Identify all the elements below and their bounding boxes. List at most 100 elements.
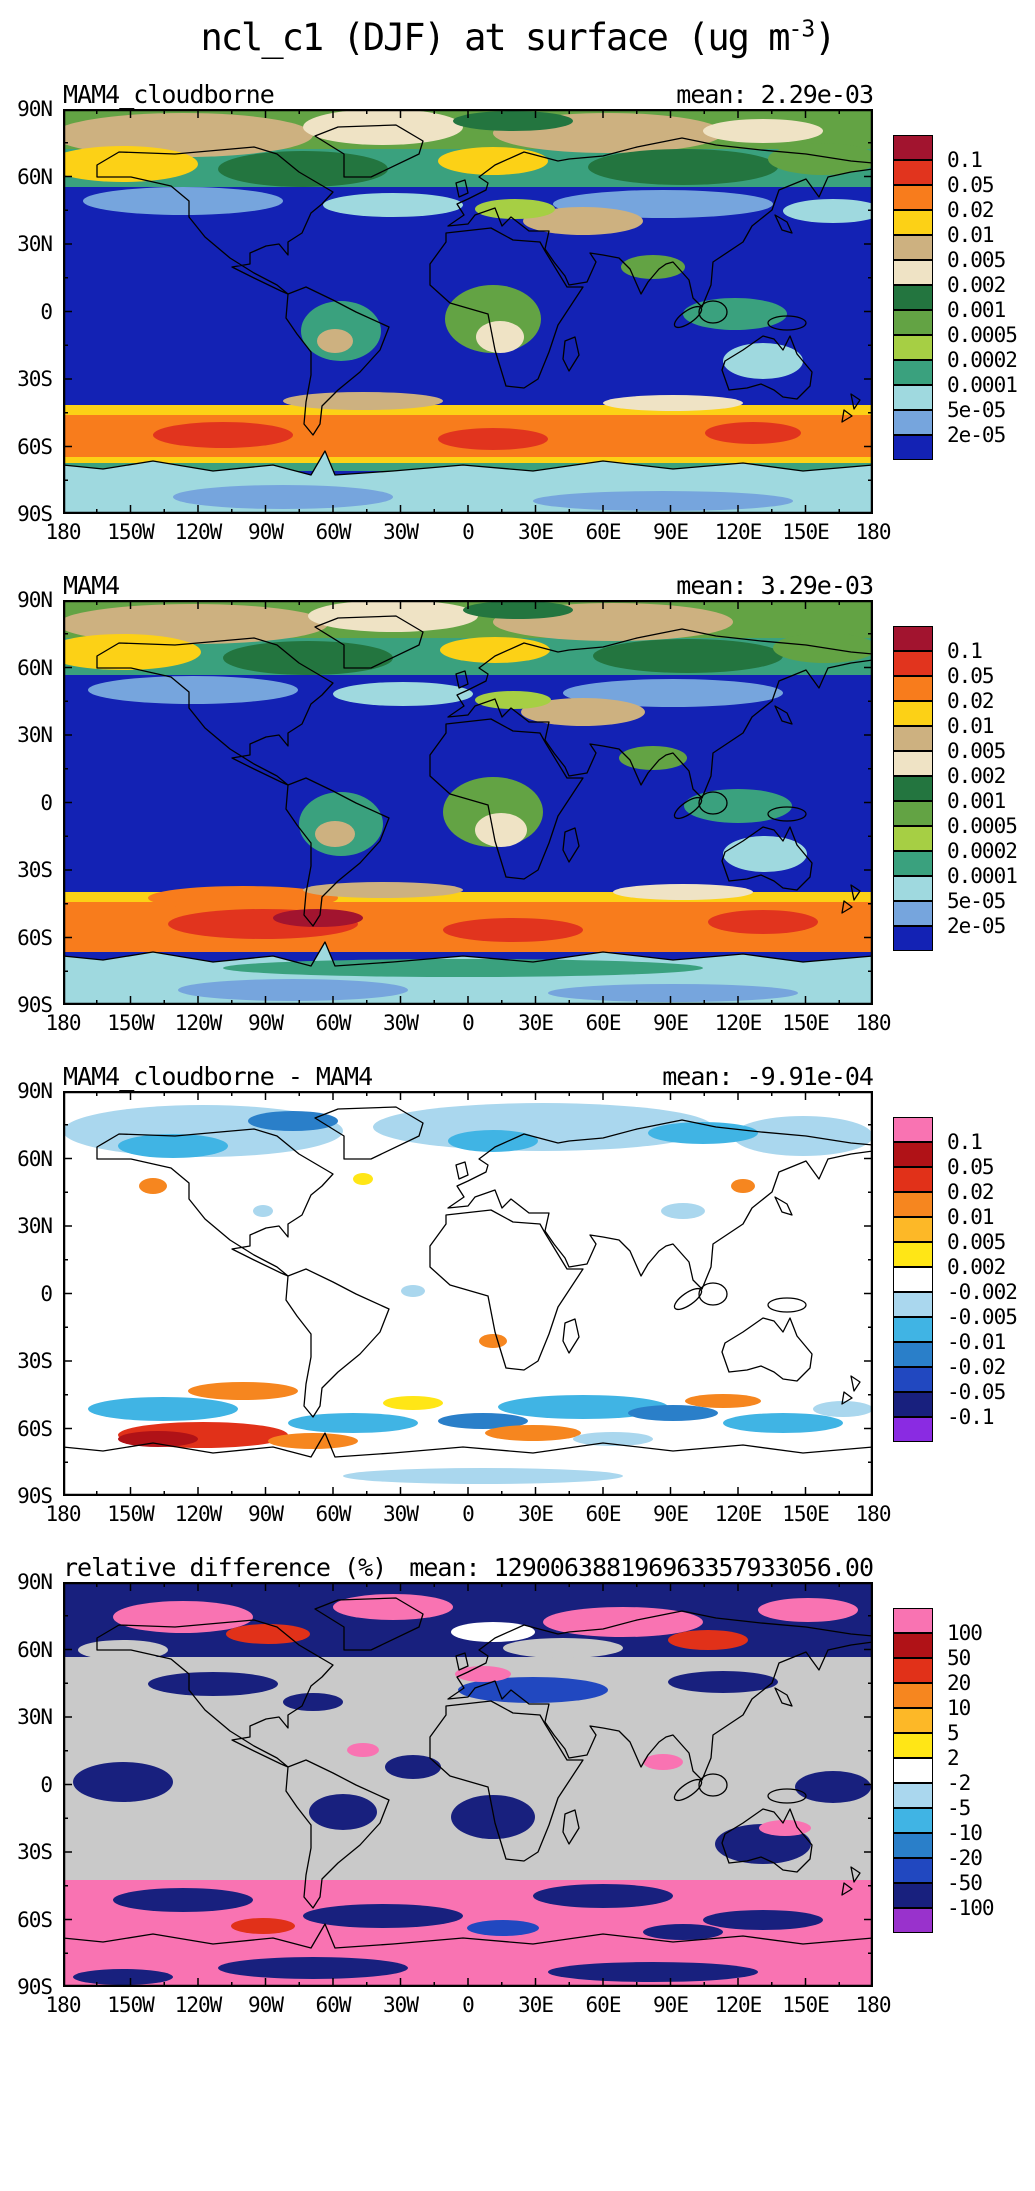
panel-1-title: MAM4_cloudborne: [63, 80, 275, 109]
panel-2-lon-axis: 180 150W 120W 90W 60W 30W 0 30E 60E 90E 120E 150E 18…: [46, 1007, 892, 1041]
lon-tick-150E: 150E: [782, 1011, 830, 1035]
lat-tick-0: 0: [40, 790, 53, 815]
lon-tick-120W: 120W: [174, 1993, 223, 2017]
colorbar-box: [893, 1117, 933, 1142]
lat-tick-0: 0: [40, 1772, 53, 1797]
lon-tick-90E: 90E: [653, 1993, 689, 2017]
lat-tick-0: 0: [40, 1281, 53, 1306]
panel-1-lon-axis: 180 150W 120W 90W 60W 30W 0 30E 60E 90E 120E 150E 18…: [46, 516, 892, 550]
figure-title-text: ncl_c1 (DJF) at surface (ug m: [200, 16, 791, 59]
colorbar-box: [893, 1392, 933, 1417]
colorbar-box: [893, 1733, 933, 1758]
lat-tick-60S: 60S: [17, 1907, 53, 1932]
colorbar-box: [893, 1833, 933, 1858]
colorbar-box: [893, 235, 933, 260]
panel-4-lat-axis: 90N 60N 30N 0 30S 60S 90S: [0, 1570, 57, 1999]
colorbar-label: 0.001: [947, 789, 1006, 813]
colorbar-box: [893, 1658, 933, 1683]
panel-4-mean: mean: 129006388196963357933056.00: [409, 1553, 874, 1582]
lat-tick-90S: 90S: [17, 1484, 53, 1508]
panel-3-lat-axis: 90N 60N 30N 0 30S 60S 90S: [0, 1079, 57, 1508]
colorbar-box: [893, 1883, 933, 1908]
colorbar-box: [893, 1292, 933, 1317]
colorbar-box: [893, 1858, 933, 1883]
colorbar-label: 100: [947, 1621, 983, 1645]
figure-title-superscript: -3: [788, 16, 816, 43]
colorbar-box: [893, 135, 933, 160]
colorbar-label: 0.0005: [947, 323, 1018, 347]
colorbar-box: [893, 901, 933, 926]
panel-2-mean: mean: 3.29e-03: [676, 571, 874, 600]
colorbar-box: [893, 1317, 933, 1342]
lon-tick-120E: 120E: [714, 1502, 763, 1526]
colorbar-box: [893, 360, 933, 385]
colorbar-label: -20: [947, 1846, 983, 1870]
colorbar-label: -0.01: [947, 1330, 1006, 1354]
colorbar-box: [893, 926, 933, 951]
colorbar-box: [893, 801, 933, 826]
lon-tick-120E: 120E: [714, 1993, 763, 2017]
panel-4-title: relative difference (%): [63, 1553, 387, 1582]
lat-tick-30S: 30S: [17, 1349, 53, 1373]
colorbar-label: -0.02: [947, 1355, 1006, 1379]
colorbar-box: [893, 160, 933, 185]
lon-tick-60E: 60E: [585, 1502, 622, 1526]
lat-tick-60S: 60S: [17, 925, 53, 950]
panel-4-header: relative difference (%) mean: 1290063881…: [63, 1550, 874, 1582]
lon-tick-90W: 90W: [248, 1502, 284, 1526]
panel-2-map-canvas: [63, 600, 873, 1005]
colorbar-box: [893, 1708, 933, 1733]
panel-1-mean: mean: 2.29e-03: [676, 80, 874, 109]
lon-tick-120W: 120W: [174, 1502, 223, 1526]
colorbar-box: [893, 260, 933, 285]
lon-tick-150E: 150E: [782, 520, 830, 544]
colorbar-label: 20: [947, 1671, 971, 1695]
axis-ticks: [63, 109, 873, 514]
lon-tick-30W: 30W: [383, 520, 419, 544]
colorbar-label: -0.05: [947, 1380, 1006, 1404]
lon-tick-90E: 90E: [653, 1011, 689, 1035]
panel-4-lon-axis: 180 150W 120W 90W 60W 30W 0 30E 60E 90E 120E 150E 18…: [46, 1989, 892, 2023]
panel-1-map-canvas: [63, 109, 873, 514]
colorbar-box: [893, 1342, 933, 1367]
lon-tick-180: 180: [855, 520, 892, 544]
colorbar-label: 5e-05: [947, 398, 1006, 422]
lon-tick-60E: 60E: [585, 520, 622, 544]
lon-tick-30E: 30E: [518, 1993, 554, 2017]
panel-3-mean: mean: -9.91e-04: [662, 1062, 874, 1091]
lat-tick-60N: 60N: [17, 164, 53, 189]
panel-4-map-canvas: [63, 1582, 873, 1987]
panel-4-colorbar: 100 50 20 10 5 2 -2 -5 -10 -20 -50 -100: [893, 1608, 1035, 1933]
colorbar-label: -0.1: [947, 1405, 995, 1429]
colorbar-box: [893, 385, 933, 410]
colorbar-box: [893, 210, 933, 235]
lon-tick-0: 0: [462, 1502, 475, 1526]
colorbar-label: 0.0001: [947, 373, 1018, 397]
lat-tick-90S: 90S: [17, 1975, 53, 1999]
colorbar-box: [893, 1608, 933, 1633]
colorbar-box: [893, 826, 933, 851]
colorbar-box: [893, 1908, 933, 1933]
lon-tick-150E: 150E: [782, 1502, 830, 1526]
colorbar-label: -50: [947, 1871, 983, 1895]
colorbar-label: 0.05: [947, 664, 995, 688]
panel-3-map-canvas: [63, 1091, 873, 1496]
panel-relative-difference: relative difference (%) mean: 1290063881…: [0, 1550, 1035, 2023]
lat-tick-30N: 30N: [17, 723, 53, 747]
colorbar-box: [893, 310, 933, 335]
colorbar-box: [893, 676, 933, 701]
colorbar-box: [893, 626, 933, 651]
panel-3-field-layer: [63, 1091, 873, 1496]
panel-mam4: MAM4 mean: 3.29e-03 90N 60N 30N 0 30S 60S 90S: [0, 568, 1035, 1041]
colorbar-label: 0.02: [947, 1180, 995, 1204]
lon-tick-30E: 30E: [518, 520, 554, 544]
colorbar-box: [893, 851, 933, 876]
colorbar-box: [893, 1808, 933, 1833]
colorbar-box: [893, 410, 933, 435]
figure-title: ncl_c1 (DJF) at surface (ug m-3): [0, 16, 1035, 59]
colorbar-box: [893, 1142, 933, 1167]
lon-tick-180: 180: [855, 1502, 892, 1526]
lon-tick-180: 180: [45, 1011, 82, 1035]
lon-tick-150E: 150E: [782, 1993, 830, 2017]
lon-tick-180: 180: [45, 1502, 82, 1526]
